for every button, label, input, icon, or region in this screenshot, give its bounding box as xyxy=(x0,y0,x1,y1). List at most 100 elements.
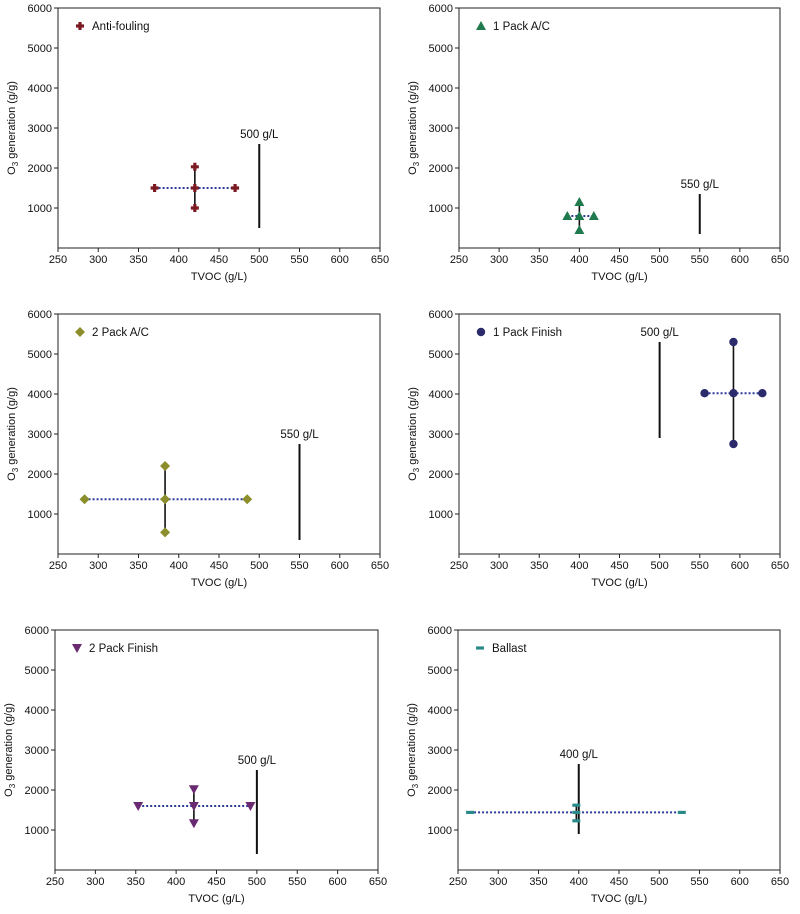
x-tick-label: 500 xyxy=(250,560,268,572)
data-point-center xyxy=(729,389,738,398)
legend-label: 1 Pack Finish xyxy=(493,327,562,339)
x-tick-label: 300 xyxy=(490,254,508,266)
legend-marker xyxy=(476,646,484,650)
x-axis-title: TVOC (g/L) xyxy=(188,893,244,905)
x-tick-label: 550 xyxy=(288,876,306,888)
plot-frame xyxy=(458,7,781,249)
y-tick-label: 3000 xyxy=(28,123,52,135)
legend-marker xyxy=(76,22,84,30)
chart-panel-3: 250 300 350 400 450 500 550 600 650 1000 2000 3000 4… xyxy=(6,309,389,589)
plot-frame xyxy=(457,629,781,871)
data-point-y-max xyxy=(188,785,199,795)
x-tick-label: 450 xyxy=(610,876,628,888)
data-point-y-min xyxy=(190,204,199,212)
data-point-x-max xyxy=(245,802,256,811)
y-axis-title-subscript: 3 xyxy=(412,161,421,166)
y-tick-label: 2000 xyxy=(25,785,49,797)
data-point-y-max xyxy=(160,461,171,471)
x-tick-label: 500 xyxy=(650,876,668,888)
data-point-x-min xyxy=(700,389,709,398)
y-tick-label: 6000 xyxy=(428,625,452,637)
data-point-x-max xyxy=(231,184,240,192)
x-tick-label: 250 xyxy=(450,254,468,266)
y-axis-title-o: O xyxy=(6,472,18,481)
plot-frame xyxy=(57,313,381,555)
x-tick-label: 250 xyxy=(49,254,67,266)
y-tick-label: 5000 xyxy=(25,665,49,677)
legend-label: Anti-fouling xyxy=(92,21,150,33)
legend-label: 2 Pack A/C xyxy=(92,327,149,339)
y-tick-label: 3000 xyxy=(28,429,52,441)
x-tick-label: 500 xyxy=(650,560,668,572)
data-point-x-min xyxy=(79,494,90,505)
x-tick-label: 650 xyxy=(371,560,389,572)
x-tick-label: 300 xyxy=(86,876,104,888)
x-tick-label: 600 xyxy=(328,876,346,888)
y-axis-title-o: O xyxy=(407,472,419,481)
y-tick-label: 6000 xyxy=(25,625,49,637)
y-axis-title-subscript: 3 xyxy=(11,467,20,472)
x-tick-label: 350 xyxy=(529,876,547,888)
chart-panel-4: 250 300 350 400 450 500 550 600 650 1000 2000 3000 4… xyxy=(407,309,789,589)
y-tick-label: 5000 xyxy=(28,43,52,55)
data-point-x-max xyxy=(588,211,599,220)
y-axis-title: O3 generation (g/g) xyxy=(6,387,20,481)
data-point-y-max xyxy=(574,197,585,206)
chart-panel-5: 250 300 350 400 450 500 550 600 650 1000 2000 3000 4… xyxy=(3,625,387,905)
x-tick-label: 250 xyxy=(49,560,67,572)
x-tick-label: 450 xyxy=(210,254,228,266)
y-axis-title-o: O xyxy=(407,166,419,175)
x-tick-label: 350 xyxy=(129,560,147,572)
y-tick-label: 4000 xyxy=(28,389,52,401)
y-axis-title-subscript: 3 xyxy=(412,467,421,472)
x-tick-label: 600 xyxy=(331,254,349,266)
y-tick-label: 1000 xyxy=(428,825,452,837)
x-tick-label: 350 xyxy=(129,254,147,266)
y-axis-title: O3 generation (g/g) xyxy=(407,387,421,481)
data-point-x-min xyxy=(150,184,159,192)
x-tick-label: 600 xyxy=(731,254,749,266)
y-tick-label: 1000 xyxy=(429,203,453,215)
y-tick-label: 5000 xyxy=(429,349,453,361)
x-tick-label: 650 xyxy=(771,560,789,572)
x-tick-label: 500 xyxy=(248,876,266,888)
x-tick-label: 500 xyxy=(650,254,668,266)
y-tick-label: 2000 xyxy=(28,163,52,175)
x-tick-label: 400 xyxy=(167,876,185,888)
x-tick-label: 300 xyxy=(89,560,107,572)
y-axis-title: O3 generation (g/g) xyxy=(407,81,421,175)
y-tick-label: 2000 xyxy=(28,469,52,481)
legend-marker xyxy=(75,327,85,337)
limit-label: 500 g/L xyxy=(640,327,679,339)
legend-marker xyxy=(476,21,486,30)
y-tick-label: 5000 xyxy=(428,665,452,677)
y-axis-title-rest: generation (g/g) xyxy=(3,703,15,784)
y-tick-label: 4000 xyxy=(429,389,453,401)
y-axis-title-subscript: 3 xyxy=(11,161,20,166)
plot-frame xyxy=(458,313,781,555)
x-tick-label: 250 xyxy=(450,560,468,572)
y-tick-label: 2000 xyxy=(429,469,453,481)
x-tick-label: 600 xyxy=(731,876,749,888)
legend-label: 2 Pack Finish xyxy=(89,643,158,655)
data-point-center xyxy=(574,211,585,220)
y-tick-label: 1000 xyxy=(25,825,49,837)
x-tick-label: 350 xyxy=(530,560,548,572)
legend-label: Ballast xyxy=(492,643,527,655)
x-tick-label: 550 xyxy=(691,254,709,266)
y-axis-title-subscript: 3 xyxy=(411,783,420,788)
y-axis-title: O3 generation (g/g) xyxy=(3,703,17,797)
y-tick-label: 6000 xyxy=(28,309,52,321)
legend-marker xyxy=(72,644,82,653)
x-tick-label: 450 xyxy=(610,254,628,266)
y-tick-label: 2000 xyxy=(429,163,453,175)
y-tick-label: 3000 xyxy=(428,745,452,757)
x-tick-label: 250 xyxy=(46,876,64,888)
x-tick-label: 650 xyxy=(771,876,789,888)
chart-panel-2: 250 300 350 400 450 500 550 600 650 1000 2000 3000 4… xyxy=(407,3,789,283)
data-point-x-min xyxy=(562,211,573,220)
y-axis-title-rest: generation (g/g) xyxy=(406,703,418,784)
x-tick-label: 600 xyxy=(331,560,349,572)
data-point-x-min xyxy=(466,810,475,814)
